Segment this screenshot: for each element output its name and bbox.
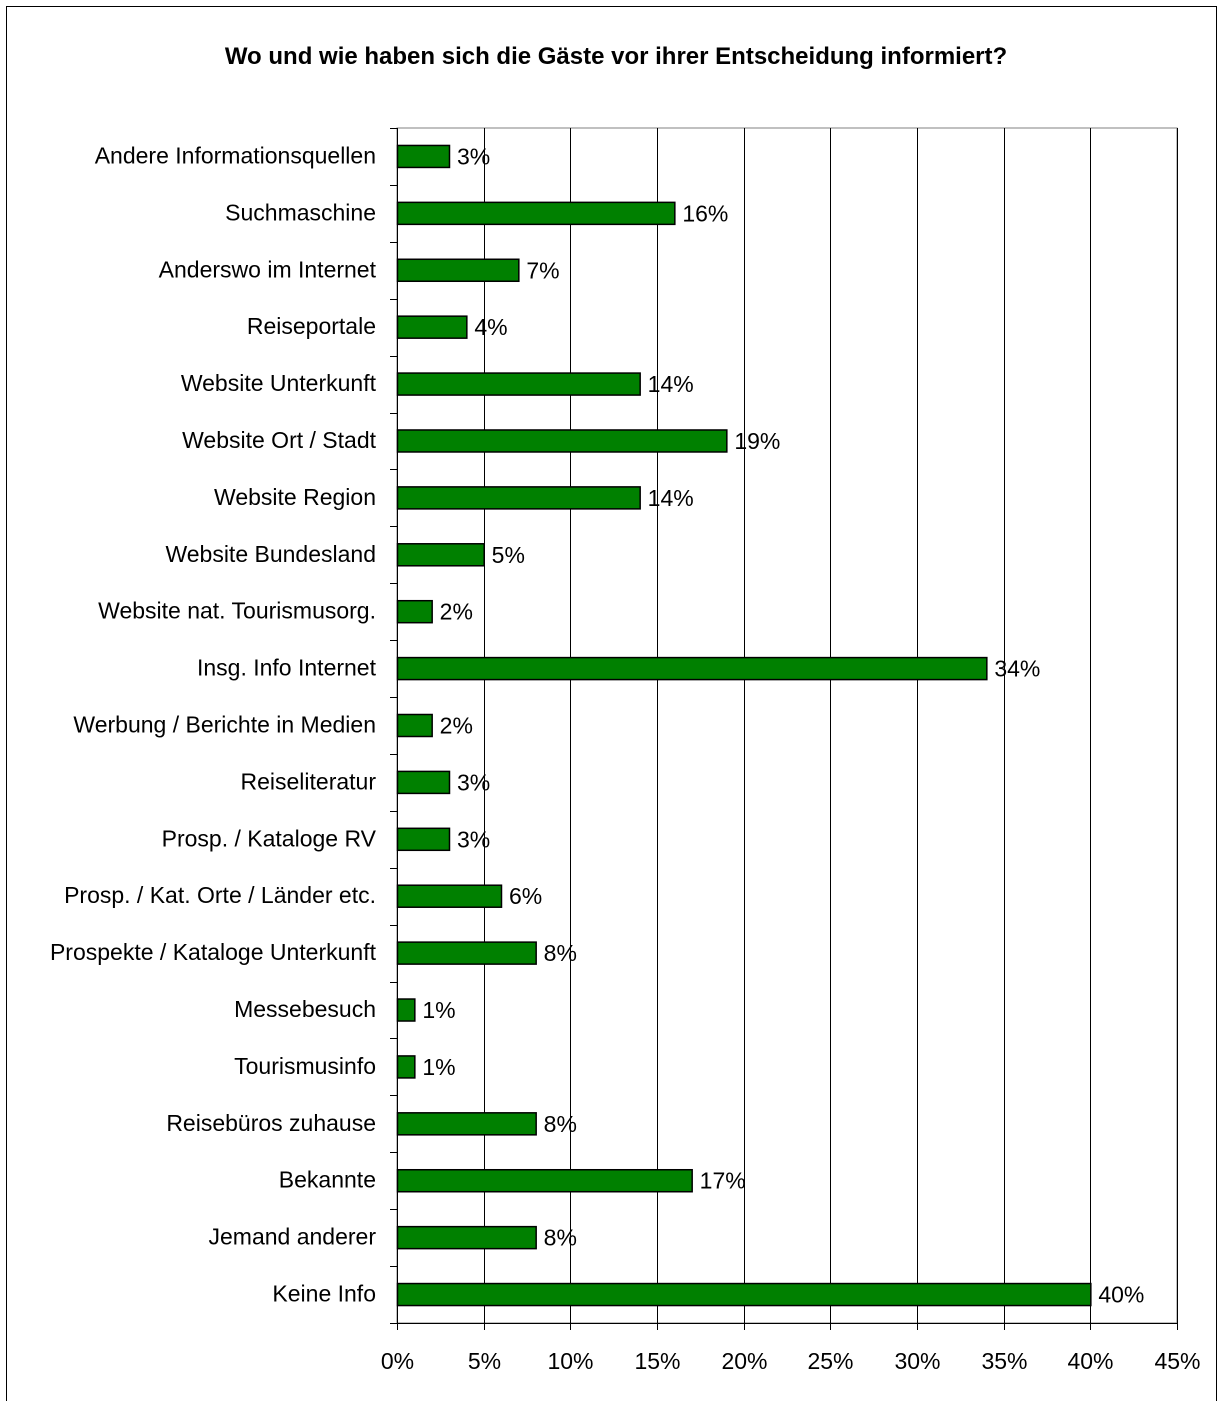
category-label: Werbung / Berichte in Medien <box>73 712 376 738</box>
category-label: Prospekte / Kataloge Unterkunft <box>50 939 377 965</box>
bar <box>396 315 468 339</box>
category-label: Anderswo im Internet <box>159 256 377 282</box>
category-label: Prosp. / Kat. Orte / Länder etc. <box>64 882 376 908</box>
data-label: 14% <box>648 485 694 511</box>
data-label: 19% <box>734 428 780 454</box>
data-label: 14% <box>648 371 694 397</box>
category-label: Jemand anderer <box>209 1224 377 1250</box>
bar <box>396 827 451 852</box>
category-label: Bekannte <box>279 1167 376 1193</box>
labels: 0% 5% 10% 15% 20% 25% 30% 35% 40% 45% Andere Infor… <box>50 142 1201 1374</box>
category-label: Insg. Info Internet <box>197 655 377 681</box>
bar <box>396 1225 537 1250</box>
data-label: 17% <box>700 1168 746 1194</box>
bar <box>396 941 537 965</box>
plot-area-frame <box>396 127 1178 1324</box>
category-label: Keine Info <box>272 1281 376 1307</box>
category-label: Reisebüros zuhause <box>166 1110 376 1136</box>
x-tick-label: 10% <box>547 1348 593 1374</box>
chart-title: Wo und wie haben sich die Gäste vor ihre… <box>225 43 1007 70</box>
data-label: 8% <box>544 940 577 966</box>
category-label: Tourismusinfo <box>234 1053 376 1079</box>
bar <box>396 429 728 453</box>
category-label: Website Ort / Stadt <box>182 427 376 453</box>
bar <box>396 770 451 795</box>
data-label: 6% <box>509 883 542 909</box>
data-label: 40% <box>1098 1282 1144 1308</box>
data-label: 4% <box>474 314 507 340</box>
chart-border <box>6 6 1217 1401</box>
category-label: Andere Informationsquellen <box>95 142 376 168</box>
category-label: Website Unterkunft <box>181 370 377 396</box>
x-tick-label: 20% <box>721 1348 767 1374</box>
bar <box>396 543 485 567</box>
category-label: Reiseliteratur <box>241 768 377 794</box>
x-tick-label: 45% <box>1154 1348 1200 1374</box>
bar <box>396 998 416 1022</box>
bar <box>396 201 676 226</box>
category-label: Suchmaschine <box>225 199 376 225</box>
x-tick-label: 15% <box>634 1348 680 1374</box>
x-tick-label: 35% <box>981 1348 1027 1374</box>
data-label: 3% <box>457 826 490 852</box>
category-label: Website Bundesland <box>165 541 376 567</box>
bar <box>396 1168 693 1193</box>
x-tick-label: 30% <box>894 1348 940 1374</box>
x-tick-label: 40% <box>1067 1348 1113 1374</box>
data-label: 16% <box>682 200 728 226</box>
bar <box>396 1112 537 1136</box>
bar <box>396 486 641 510</box>
bar <box>396 258 520 283</box>
bar <box>396 884 503 908</box>
data-label: 3% <box>457 769 490 795</box>
category-label: Messebesuch <box>234 996 376 1022</box>
data-label: 1% <box>422 1054 455 1080</box>
data-label: 8% <box>544 1225 577 1251</box>
bar <box>396 144 451 169</box>
x-tick-label: 5% <box>468 1348 501 1374</box>
data-label: 5% <box>492 542 525 568</box>
axes <box>390 128 1178 1330</box>
category-label: Reiseportale <box>247 313 376 339</box>
category-label: Prosp. / Kataloge RV <box>162 825 377 851</box>
data-label: 7% <box>526 257 559 283</box>
data-label: 8% <box>544 1111 577 1137</box>
data-label: 3% <box>457 143 490 169</box>
x-tick-label: 25% <box>807 1348 853 1374</box>
bar <box>396 599 433 624</box>
x-tick-label: 0% <box>381 1348 414 1374</box>
data-label: 34% <box>994 656 1040 682</box>
bar <box>396 372 641 396</box>
bar <box>396 1055 416 1079</box>
bar <box>396 713 433 738</box>
data-label: 1% <box>422 997 455 1023</box>
category-label: Website Region <box>214 484 376 510</box>
bar <box>396 656 988 681</box>
data-label: 2% <box>440 599 473 625</box>
category-label: Website nat. Tourismusorg. <box>98 598 376 624</box>
gridlines <box>396 127 1178 1324</box>
data-label: 2% <box>440 713 473 739</box>
bar <box>396 1282 1092 1307</box>
